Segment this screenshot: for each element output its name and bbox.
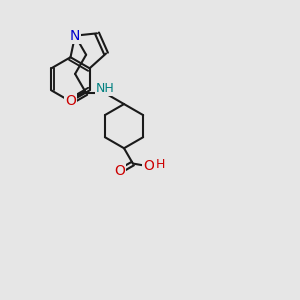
Text: H: H (155, 158, 165, 171)
Text: O: O (65, 94, 76, 108)
Text: O: O (114, 164, 125, 178)
Text: NH: NH (95, 82, 114, 95)
Text: O: O (143, 159, 154, 173)
Text: N: N (70, 28, 80, 43)
